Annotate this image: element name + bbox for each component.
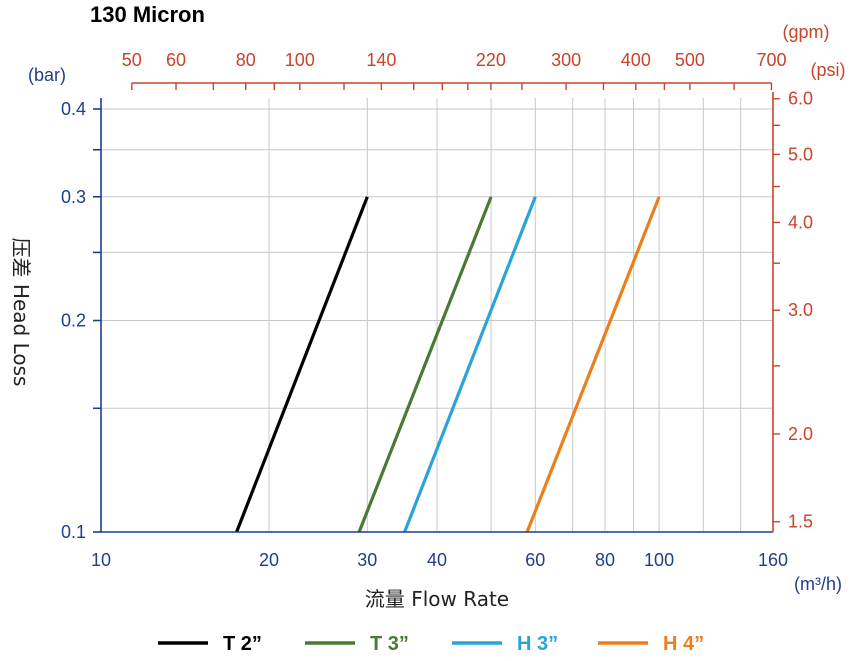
legend: T 2” T 3” H 3” H 4”: [158, 633, 704, 655]
x-tick-label: 10: [91, 550, 111, 570]
series-line: [525, 196, 661, 533]
secondary-y-tick-label: 6.0: [788, 89, 813, 109]
x-tick-label: 160: [758, 550, 788, 570]
y-axis-label: 压差 Head Loss: [9, 238, 33, 387]
y-tick-label: 0.3: [61, 187, 86, 207]
series-line: [403, 196, 537, 533]
secondary-y-tick-label: 1.5: [788, 512, 813, 532]
secondary-x-tick-label: 300: [551, 50, 581, 70]
secondary-x-tick-label: 700: [756, 50, 786, 70]
secondary-x-unit-label: (gpm): [782, 22, 829, 42]
secondary-y-tick-label: 2.0: [788, 424, 813, 444]
secondary-x-tick-label: 500: [675, 50, 705, 70]
series-line: [357, 196, 493, 533]
series-lines: [235, 196, 661, 533]
y-tick-label: 0.1: [61, 522, 86, 542]
series-line: [235, 196, 369, 533]
axes: [93, 82, 780, 533]
y-tick-label: 0.4: [61, 99, 86, 119]
secondary-y-tick-label: 3.0: [788, 300, 813, 320]
secondary-x-tick-label: 60: [166, 50, 186, 70]
y-unit-label: (bar): [28, 65, 66, 85]
x-tick-label: 60: [525, 550, 545, 570]
x-tick-label: 100: [644, 550, 674, 570]
x-tick-label: 40: [427, 550, 447, 570]
legend-label: H 4”: [663, 633, 704, 655]
legend-label: H 3”: [517, 633, 558, 655]
secondary-x-tick-label: 220: [476, 50, 506, 70]
secondary-y-unit-label: (psi): [811, 60, 846, 80]
secondary-x-tick-label: 80: [236, 50, 256, 70]
x-tick-label: 30: [357, 550, 377, 570]
x-tick-label: 20: [259, 550, 279, 570]
chart-title: 130 Micron: [90, 2, 205, 27]
secondary-x-tick-label: 140: [366, 50, 396, 70]
secondary-x-tick-label: 400: [621, 50, 651, 70]
legend-label: T 3”: [370, 633, 409, 655]
y-tick-label: 0.2: [61, 311, 86, 331]
secondary-x-tick-label: 100: [285, 50, 315, 70]
tick-labels: 10 20 30 40 60 80 100 160 0.1 0.2 0.3 0.4 50 60 80 100 1…: [61, 50, 813, 570]
x-unit-label: (m³/h): [794, 574, 842, 594]
legend-label: T 2”: [223, 633, 262, 655]
x-tick-label: 80: [595, 550, 615, 570]
secondary-y-tick-label: 5.0: [788, 144, 813, 164]
secondary-x-tick-label: 50: [122, 50, 142, 70]
secondary-y-tick-label: 4.0: [788, 212, 813, 232]
grid: [101, 98, 773, 532]
x-axis-label: 流量 Flow Rate: [365, 587, 509, 611]
